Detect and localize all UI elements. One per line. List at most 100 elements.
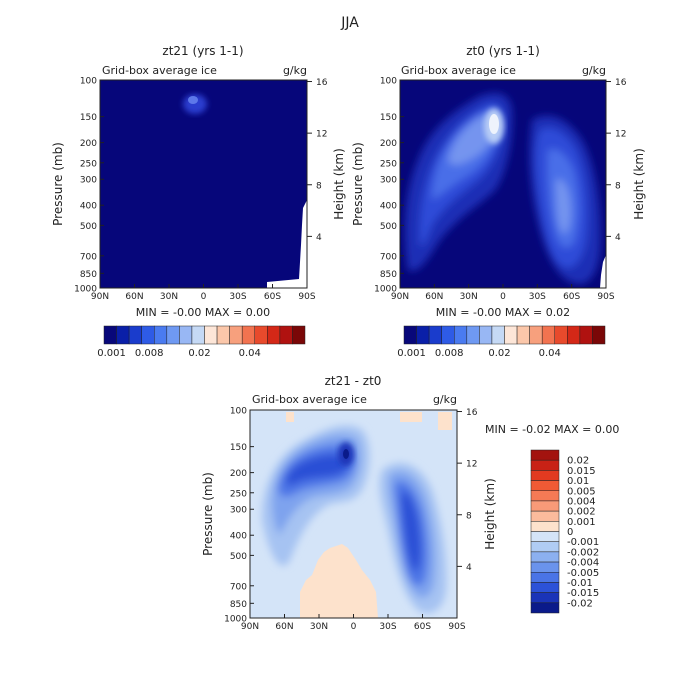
y-tick-label: 500 bbox=[230, 552, 247, 562]
plot-area bbox=[250, 410, 457, 618]
colorbar-label: 0.004 bbox=[567, 496, 596, 507]
colorbar-swatch bbox=[530, 592, 560, 604]
colorbar-swatch bbox=[530, 572, 560, 583]
colorbar-swatch bbox=[428, 325, 442, 345]
y-tick-label: 500 bbox=[380, 222, 397, 232]
y-tick-label: 300 bbox=[230, 506, 247, 516]
x-tick-label: 0 bbox=[500, 292, 506, 302]
colorbar-swatch bbox=[116, 325, 130, 345]
colorbar-swatch bbox=[567, 325, 581, 345]
colorbar-label: -0.02 bbox=[567, 598, 593, 609]
y2-tick-label: 8 bbox=[615, 181, 621, 191]
y-tick-label: 1000 bbox=[224, 615, 247, 625]
y2-tick-label: 16 bbox=[466, 408, 478, 418]
y-tick-label: 100 bbox=[230, 407, 247, 417]
colorbar-label: 0.002 bbox=[567, 507, 596, 518]
colorbar-swatch bbox=[191, 325, 205, 345]
colorbar-swatch bbox=[416, 325, 430, 345]
colorbar-swatch bbox=[454, 325, 468, 345]
x-tick-label: 30N bbox=[460, 292, 478, 302]
x-tick-label: 90N bbox=[91, 292, 109, 302]
colorbar-swatch bbox=[530, 521, 560, 532]
y-axis-label: Pressure (mb) bbox=[201, 472, 215, 556]
y-tick-label: 700 bbox=[380, 252, 397, 262]
x-tick-label: 90N bbox=[391, 292, 409, 302]
colorbar-swatch bbox=[254, 325, 268, 345]
field-background bbox=[100, 80, 307, 288]
y-tick-label: 300 bbox=[80, 176, 97, 186]
x-tick-label: 30S bbox=[229, 292, 246, 302]
colorbar: 0.001 0.008 0.02 0.04 bbox=[97, 325, 306, 359]
field-positive bbox=[338, 546, 344, 564]
y-ticks: 100 150 200 250 300 400 500 700 850 1000 bbox=[74, 77, 104, 295]
panel-subtitle: Grid-box average ice bbox=[102, 64, 217, 77]
y2-ticks: 16 12 8 4 bbox=[606, 78, 627, 243]
panel-units: g/kg bbox=[582, 64, 606, 77]
colorbar-label: 0 bbox=[567, 527, 573, 538]
plot-area bbox=[400, 80, 606, 288]
y-tick-label: 150 bbox=[80, 113, 97, 123]
colorbar-swatch bbox=[530, 470, 560, 481]
plot-area bbox=[100, 80, 307, 288]
panel-units: g/kg bbox=[433, 393, 457, 406]
colorbar-label: 0.001 bbox=[567, 517, 596, 528]
x-ticks: 90N 60N 30N 0 30S 60S 90S bbox=[241, 614, 466, 632]
y-tick-label: 400 bbox=[230, 532, 247, 542]
panel-difference: zt21 - zt0 Grid-box average ice g/kg bbox=[201, 374, 619, 632]
x-tick-label: 60S bbox=[414, 622, 431, 632]
y-tick-label: 1000 bbox=[374, 285, 397, 295]
y-axis-label: Pressure (mb) bbox=[51, 142, 65, 226]
y-ticks: 100 150 200 250 300 400 500 700 850 1000 bbox=[224, 407, 254, 625]
x-tick-label: 60S bbox=[264, 292, 281, 302]
colorbar-label: 0.02 bbox=[188, 348, 210, 359]
colorbar-swatch bbox=[154, 325, 168, 345]
y-tick-label: 150 bbox=[380, 113, 397, 123]
colorbar-swatch bbox=[530, 551, 560, 563]
y2-tick-label: 4 bbox=[316, 233, 322, 243]
colorbar-label: -0.015 bbox=[567, 588, 599, 599]
colorbar-swatch bbox=[530, 459, 560, 471]
x-tick-label: 60S bbox=[563, 292, 580, 302]
colorbar-swatch bbox=[216, 325, 230, 345]
colorbar-label: 0.04 bbox=[239, 348, 261, 359]
y2-tick-label: 16 bbox=[615, 78, 627, 88]
colorbar-label: 0.008 bbox=[135, 348, 164, 359]
y2-tick-label: 12 bbox=[466, 460, 477, 470]
y-tick-label: 250 bbox=[230, 489, 247, 499]
y-tick-label: 850 bbox=[380, 270, 397, 280]
x-tick-label: 90S bbox=[448, 622, 465, 632]
field-positive bbox=[300, 544, 378, 618]
field-positive bbox=[438, 412, 452, 430]
colorbar-swatch bbox=[229, 325, 243, 345]
colorbar-swatch bbox=[267, 325, 281, 345]
y2-tick-label: 12 bbox=[615, 130, 626, 140]
stats-text: MIN = -0.02 MAX = 0.00 bbox=[485, 423, 619, 436]
colorbar-swatch bbox=[530, 500, 560, 512]
colorbar-swatch bbox=[166, 325, 180, 345]
x-tick-label: 60N bbox=[425, 292, 443, 302]
y-tick-label: 100 bbox=[380, 77, 397, 87]
missing-data-region bbox=[267, 200, 307, 288]
x-tick-label: 30N bbox=[160, 292, 178, 302]
colorbar-swatch bbox=[529, 325, 543, 345]
x-tick-label: 60N bbox=[125, 292, 143, 302]
panel-title: zt21 (yrs 1-1) bbox=[162, 44, 243, 58]
y-tick-label: 850 bbox=[80, 270, 97, 280]
colorbar-swatch bbox=[579, 325, 593, 345]
x-tick-label: 0 bbox=[351, 622, 357, 632]
y2-axis-label: Height (km) bbox=[332, 148, 346, 219]
colorbar-swatch bbox=[530, 602, 560, 614]
y2-tick-label: 8 bbox=[316, 181, 322, 191]
colorbar-swatch bbox=[128, 325, 142, 345]
colorbar-swatch bbox=[491, 325, 505, 345]
y-tick-label: 400 bbox=[380, 202, 397, 212]
colorbar-swatch bbox=[403, 325, 417, 345]
colorbar-swatch bbox=[516, 325, 530, 345]
y-tick-label: 200 bbox=[380, 139, 397, 149]
y-tick-label: 300 bbox=[380, 176, 397, 186]
y-tick-label: 200 bbox=[230, 469, 247, 479]
colorbar-swatch bbox=[466, 325, 480, 345]
panel-subtitle: Grid-box average ice bbox=[401, 64, 516, 77]
y2-tick-label: 16 bbox=[316, 78, 328, 88]
